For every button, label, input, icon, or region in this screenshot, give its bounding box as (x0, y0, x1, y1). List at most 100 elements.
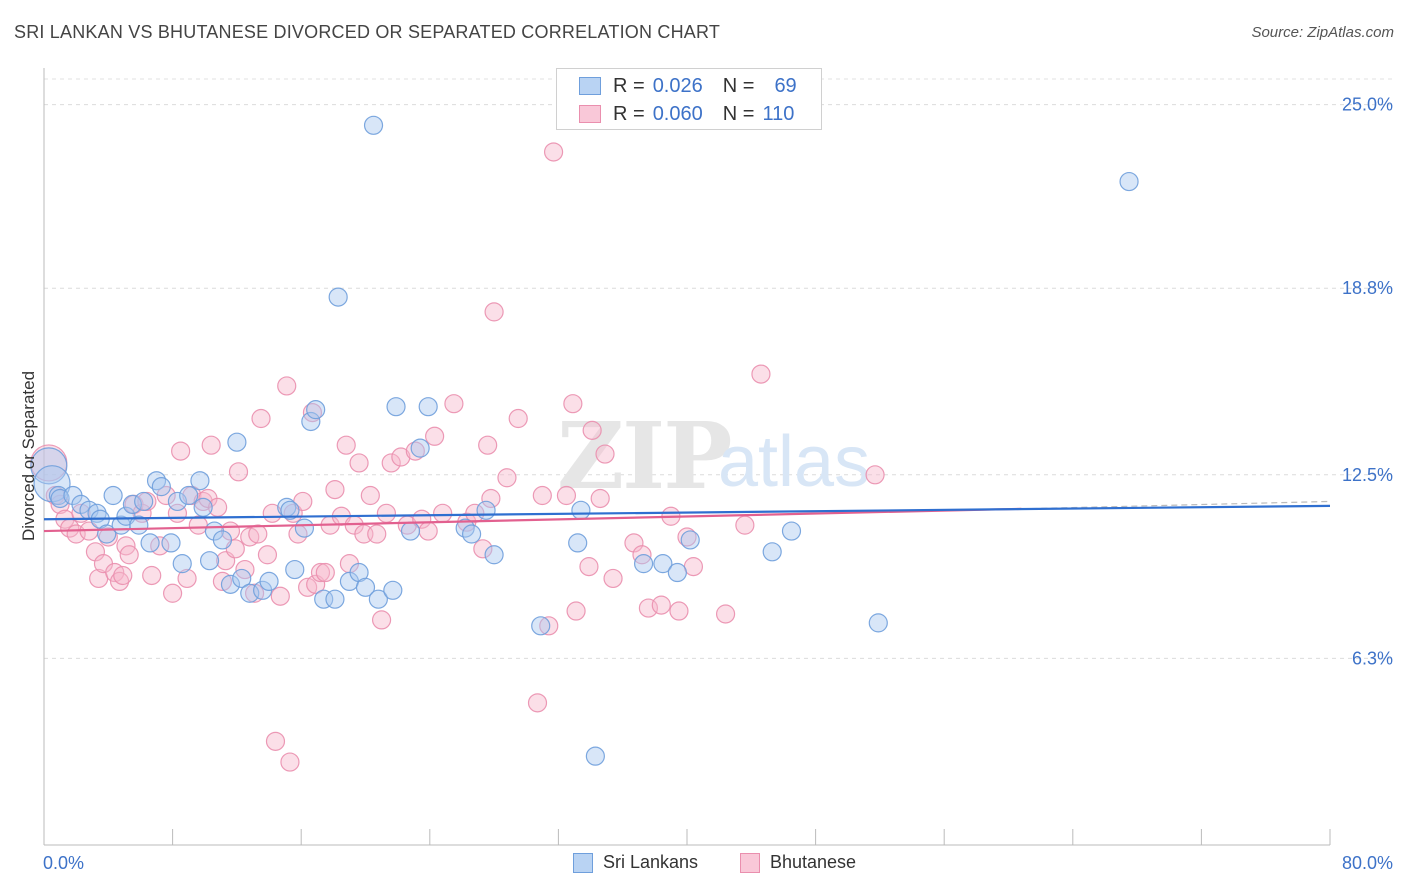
bhutanese-point (360, 485, 380, 506)
bhutanese-point (473, 539, 493, 559)
bhutanese-r-value: 0.060 (652, 102, 703, 125)
tick-labels: 6.3% 12.5% 18.8% 25.0% 0.0% 80.0% Divorced or … (19, 95, 1393, 873)
bhutanese-point (201, 435, 221, 455)
sri-lankans-n-value: 69 (774, 74, 797, 97)
bhutanese-point (865, 465, 885, 485)
correlation-stats-box: R = 0.026 N = 69 R = 0.060 N = 110 (556, 68, 822, 130)
bhutanese-point (590, 488, 610, 509)
sri-lankans-point (190, 471, 210, 491)
n-label: N = (722, 102, 755, 125)
sri-lankans-point (167, 491, 188, 512)
sri-lankans-point (325, 589, 345, 609)
sri-lankans-point (103, 485, 123, 506)
watermark-zip: ZIP (557, 402, 730, 510)
sri-lankans-point (140, 533, 160, 553)
bhutanese-point (251, 408, 271, 429)
sri-lankans-point (301, 411, 321, 432)
stats-row-bhutanese: R = 0.060 N = 110 (579, 100, 794, 128)
bhutanese-point (677, 527, 697, 547)
data-points (30, 115, 1139, 772)
sri-lankans-point (172, 554, 192, 574)
bhutanese-legend-label: Bhutanese (770, 852, 857, 872)
sri-lankans-point (418, 397, 438, 417)
bhutanese-point (325, 479, 345, 500)
bhutanese-point (595, 444, 615, 464)
n-label: N = (722, 74, 755, 97)
sri-lankans-point (355, 577, 376, 597)
sri-lankans-point (386, 397, 406, 417)
sri-lankans-point (368, 589, 388, 609)
sri-lankans-legend-label: Sri Lankans (603, 852, 699, 872)
bhutanese-point (177, 568, 197, 589)
bhutanese-point (418, 521, 438, 541)
sri-lankans-point (461, 524, 482, 544)
sri-lankans-point (653, 554, 673, 574)
sri-lankans-point (410, 438, 430, 458)
legend-bhutanese[interactable]: Bhutanese (740, 852, 856, 873)
sri-lankans-point (48, 485, 69, 506)
bhutanese-point (508, 408, 528, 429)
bhutanese-point (188, 515, 208, 535)
bhutanese-point (478, 435, 498, 455)
bhutanese-point (433, 503, 453, 523)
chart-title: SRI LANKAN VS BHUTANESE DIVORCED OR SEPA… (14, 22, 721, 42)
x-tick-label: 80.0% (1342, 853, 1393, 873)
stats-row-sri-lankans: R = 0.026 N = 69 (579, 72, 797, 100)
sri-lankans-point (193, 497, 213, 517)
bhutanese-point (539, 616, 559, 636)
sri-lankans-point (285, 559, 305, 580)
bhutanese-point (751, 364, 771, 384)
watermark-atlas: atlas (718, 422, 870, 502)
sri-lankans-point (781, 521, 802, 541)
y-tick-label: 6.3% (1352, 648, 1393, 668)
bhutanese-point (336, 435, 356, 455)
sri-lankans-point (400, 521, 421, 541)
sri-lankans-r-value: 0.026 (652, 74, 703, 97)
sri-lankans-point (259, 571, 279, 592)
bhutanese-point (248, 524, 268, 544)
bhutanese-legend-swatch (740, 852, 760, 873)
r-label: R = (613, 74, 645, 97)
sri-lankans-point (484, 545, 504, 565)
bhutanese-point (563, 394, 583, 414)
bhutanese-point (715, 604, 736, 624)
bhutanese-point (683, 557, 704, 577)
sri-lankans-point (667, 562, 687, 583)
bhutanese-point (543, 142, 564, 162)
sri-lankans-swatch (579, 77, 601, 95)
sri-lankans-point (868, 613, 888, 633)
sri-lankans-point (531, 616, 551, 636)
bhutanese-point (603, 568, 623, 589)
bhutanese-point (119, 545, 139, 565)
source-label: Source: ZipAtlas.com (1251, 24, 1394, 41)
sri-lankans-trend-line (43, 504, 1331, 521)
sri-lankans-point (212, 530, 233, 550)
bhutanese-point (142, 565, 162, 586)
bhutanese-point (349, 453, 369, 473)
sri-lankans-point (383, 580, 403, 600)
bhutanese-point (265, 731, 286, 751)
bhutanese-point (651, 595, 671, 615)
y-tick-label: 18.8% (1342, 278, 1393, 298)
bhutanese-point (481, 488, 501, 509)
bhutanese-point (527, 693, 548, 713)
bhutanese-point (669, 601, 689, 621)
sri-lankans-point (306, 400, 326, 420)
bhutanese-point (371, 610, 392, 630)
sri-lankans-point (122, 494, 143, 515)
sri-lankans-point (280, 500, 300, 520)
sri-lankans-point (199, 551, 220, 571)
r-label: R = (613, 102, 645, 125)
bhutanese-point (367, 524, 387, 544)
bhutanese-point (376, 503, 396, 523)
bhutanese-point (497, 468, 517, 488)
bhutanese-point (391, 447, 411, 467)
legend-sri-lankans[interactable]: Sri Lankans (573, 852, 698, 873)
bhutanese-point (425, 426, 445, 446)
bhutanese-point (270, 586, 290, 606)
x-tick-label: 0.0% (43, 853, 84, 873)
bhutanese-point (163, 583, 183, 603)
bhutanese-point (113, 565, 133, 586)
sri-lankans-point (328, 287, 348, 307)
